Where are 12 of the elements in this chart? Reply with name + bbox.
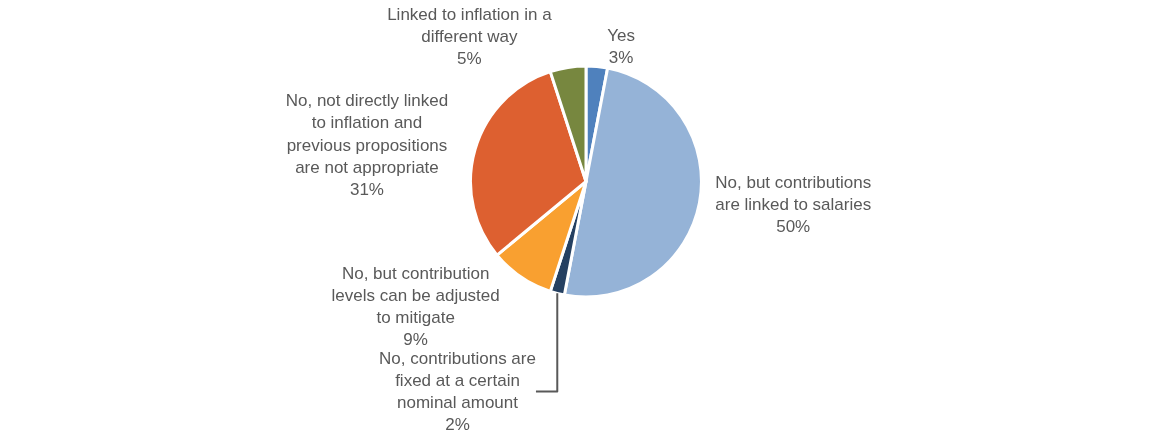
slice-label: Yes [607, 25, 635, 45]
slice-label: No, but contributions are linked to salaries [715, 172, 872, 214]
slice-label: Linked to inflation in a different way [387, 5, 553, 47]
data-label: 50% [776, 216, 811, 236]
slice-label: No, contributions are fixed at a certain nominal amount [379, 348, 536, 413]
slice-label: No, not directly linked to inflation and previous propositions are not appropriate [285, 91, 449, 177]
data-label: 5% [457, 49, 482, 69]
data-label: 2% [445, 415, 470, 435]
data-label: 31% [349, 179, 384, 199]
data-label: 3% [608, 47, 634, 67]
data-label: 9% [403, 329, 428, 349]
slice-label: No, but contribution levels can be adjusted to mitigate [331, 263, 500, 327]
